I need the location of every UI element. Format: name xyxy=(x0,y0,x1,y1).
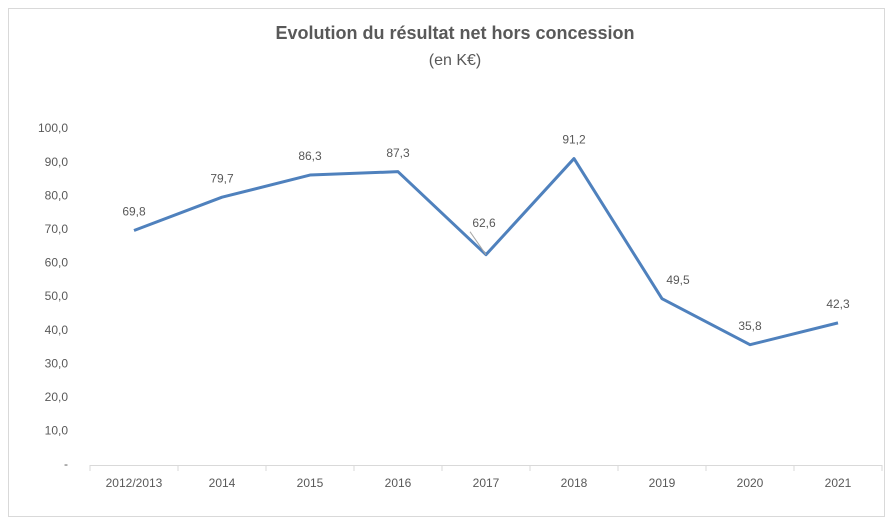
x-tick-label: 2014 xyxy=(209,476,236,490)
y-tick-label: 60,0 xyxy=(45,256,69,270)
y-tick-label: 70,0 xyxy=(45,222,69,236)
y-tick-label: 30,0 xyxy=(45,356,69,370)
data-label: 69,8 xyxy=(122,205,146,219)
y-tick-label: 80,0 xyxy=(45,188,69,202)
x-tick-label: 2021 xyxy=(825,476,852,490)
chart-border xyxy=(8,8,885,517)
x-tick-label: 2019 xyxy=(649,476,676,490)
data-label: 79,7 xyxy=(210,171,234,185)
x-tick-label: 2020 xyxy=(737,476,764,490)
y-tick-label: 100,0 xyxy=(38,121,68,135)
data-label: 91,2 xyxy=(562,133,586,147)
data-label: 62,6 xyxy=(472,216,496,230)
y-tick-label: 50,0 xyxy=(45,289,69,303)
y-tick-label: - xyxy=(64,457,68,471)
x-tick-label: 2017 xyxy=(473,476,500,490)
data-label: 49,5 xyxy=(666,273,690,287)
x-tick-label: 2016 xyxy=(385,476,412,490)
data-label: 87,3 xyxy=(386,146,410,160)
data-label: 35,8 xyxy=(738,319,762,333)
x-tick-label: 2015 xyxy=(297,476,324,490)
y-tick-label: 10,0 xyxy=(45,424,69,438)
x-tick-label: 2012/2013 xyxy=(106,476,163,490)
x-tick-label: 2018 xyxy=(561,476,588,490)
data-label: 86,3 xyxy=(298,149,322,163)
y-tick-label: 20,0 xyxy=(45,390,69,404)
chart-title: Evolution du résultat net hors concessio… xyxy=(275,23,634,43)
y-tick-label: 90,0 xyxy=(45,155,69,169)
leader-line xyxy=(469,231,487,255)
chart-subtitle: (en K€) xyxy=(429,52,481,69)
y-tick-label: 40,0 xyxy=(45,323,69,337)
data-label: 42,3 xyxy=(826,297,850,311)
